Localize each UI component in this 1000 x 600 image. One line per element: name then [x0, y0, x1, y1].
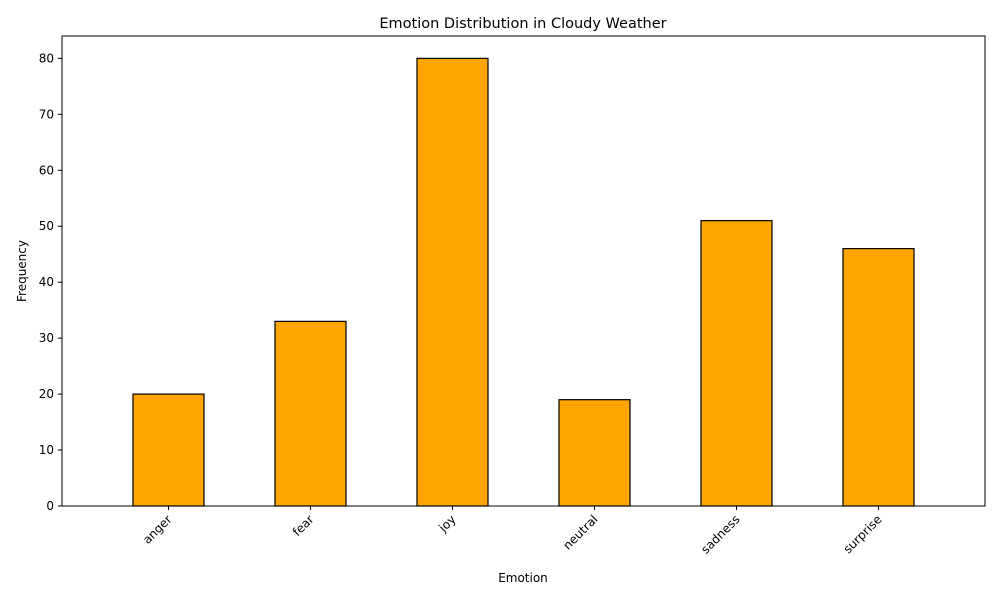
- bar-joy: [416, 57, 489, 507]
- y-tick-label-20: 20: [39, 387, 54, 401]
- y-tick-label-40: 40: [39, 275, 54, 289]
- y-tick-label-70: 70: [39, 107, 54, 121]
- y-tick-label-60: 60: [39, 163, 54, 177]
- x-tick-label-surprise: surprise: [841, 512, 885, 556]
- bar-surprise: [842, 248, 915, 507]
- plot-area: [132, 57, 915, 507]
- bar-neutral: [558, 399, 631, 507]
- y-axis: 0 10 20 30 40 50 60 70 80: [39, 51, 62, 513]
- y-tick-label-80: 80: [39, 51, 54, 65]
- y-axis-label: Frequency: [15, 240, 29, 302]
- y-tick-label-10: 10: [39, 443, 54, 457]
- y-tick-label-0: 0: [46, 499, 54, 513]
- x-tick-label-fear: fear: [290, 512, 317, 539]
- x-axis-label: Emotion: [498, 571, 548, 585]
- x-tick-label-neutral: neutral: [560, 512, 600, 552]
- chart-title: Emotion Distribution in Cloudy Weather: [379, 16, 666, 32]
- bar-anger: [132, 393, 205, 507]
- x-tick-label-joy: joy: [435, 512, 458, 535]
- bar-fear: [274, 320, 347, 507]
- y-tick-label-50: 50: [39, 219, 54, 233]
- x-tick-label-sadness: sadness: [698, 512, 742, 556]
- x-axis: anger fear joy neutral sadness surprise: [140, 506, 885, 557]
- bar-sadness: [700, 220, 773, 507]
- x-tick-label-anger: anger: [140, 512, 175, 547]
- plot-frame: [61, 35, 986, 507]
- y-tick-label-30: 30: [39, 331, 54, 345]
